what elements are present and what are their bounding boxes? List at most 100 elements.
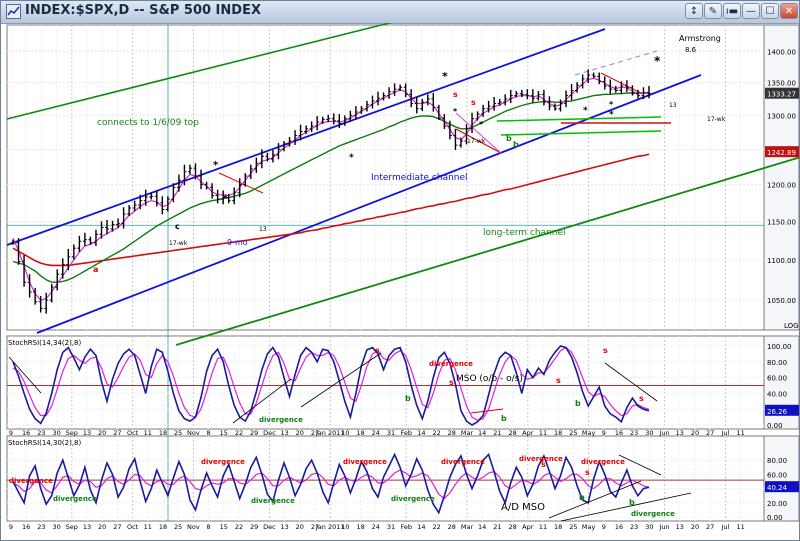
ma-value-label: 1242.89 bbox=[767, 149, 796, 157]
ad-mso-x-label: 18 bbox=[159, 523, 167, 531]
annotation-17wk-c: 17-wk bbox=[707, 116, 726, 123]
annotation-asterisk: * bbox=[479, 120, 484, 129]
annotation-asterisk: * bbox=[442, 70, 448, 83]
app-icon bbox=[6, 4, 21, 19]
ad-mso-x-label: 20 bbox=[98, 523, 106, 531]
annotation-intermediate-channel: Intermediate channel bbox=[371, 173, 468, 183]
annotation-long-term-channel: long-term channel bbox=[483, 228, 566, 238]
ad-mso-x-label: 10 bbox=[341, 523, 349, 531]
chart-canvas: 1400.001350.001300.001250.001200.001150.… bbox=[6, 23, 799, 531]
ad-mso-x-label: 31 bbox=[387, 523, 395, 531]
annotation-connects-to-top: connects to 1/6/09 top bbox=[97, 118, 199, 128]
annotation-s: s bbox=[585, 468, 590, 477]
annotation-asterisk: * bbox=[213, 160, 219, 171]
ad-mso-x-label: 23 bbox=[630, 523, 638, 531]
mso-x-label: Jan 2011 bbox=[315, 429, 345, 437]
price-bars bbox=[11, 69, 651, 314]
mso-x-label: 15 bbox=[220, 429, 228, 437]
annotation-b: b bbox=[506, 134, 512, 143]
mso-tick-label: 40.00 bbox=[767, 390, 787, 398]
close-button[interactable]: ✕ bbox=[780, 3, 798, 19]
annotation-divergence: divergence bbox=[581, 458, 625, 466]
ad-mso-x-label: 9 bbox=[9, 523, 13, 531]
mso-trendline bbox=[232, 378, 292, 424]
mso-panel bbox=[6, 335, 765, 430]
mso-x-label: 23 bbox=[37, 429, 45, 437]
ad-mso-x-label: 11 bbox=[144, 523, 152, 531]
mso-x-label: 27 bbox=[311, 429, 319, 437]
annotation-asterisk: * bbox=[609, 110, 614, 120]
ad-mso-x-label: Feb bbox=[400, 523, 412, 531]
ad-mso-x-label: Oct bbox=[127, 523, 139, 531]
mso-tick-label: 100.00 bbox=[767, 343, 792, 351]
ad-mso-x-label: 22 bbox=[432, 523, 440, 531]
mso-x-label: 18 bbox=[159, 429, 167, 437]
annotation-s: s bbox=[603, 346, 608, 355]
mso-x-label: 20 bbox=[98, 429, 106, 437]
ad-mso-title: StochRSI(14,30(2),8) bbox=[8, 439, 81, 447]
annotation-b: b bbox=[575, 399, 581, 408]
mso-x-label: 13 bbox=[83, 429, 91, 437]
mso-x-label: 11 bbox=[144, 429, 152, 437]
annotation-divergence: divergence bbox=[343, 458, 387, 466]
annotation-b: b bbox=[405, 394, 411, 403]
ad-mso-x-label: 25 bbox=[174, 523, 182, 531]
mso-x-label: 23 bbox=[630, 429, 638, 437]
price-panel bbox=[6, 24, 765, 331]
title-button-3[interactable]: ı▬ bbox=[723, 3, 741, 19]
ad-mso-x-label: 27 bbox=[706, 523, 714, 531]
maximize-button[interactable]: ☐ bbox=[761, 3, 779, 19]
mso-trendline bbox=[604, 362, 658, 402]
mso-x-label: Mar bbox=[461, 429, 474, 437]
ma-red-line bbox=[12, 153, 650, 267]
mso-x-label: 10 bbox=[341, 429, 349, 437]
wedge-line-1 bbox=[455, 128, 502, 154]
mso-x-label: Nov bbox=[187, 429, 200, 437]
ad-mso-x-label: 8 bbox=[207, 523, 211, 531]
annotation-divergence: divergence bbox=[251, 497, 295, 505]
ma-green-line bbox=[12, 92, 649, 283]
annotation-9-mo: 9-mo bbox=[227, 238, 248, 247]
annotation-s: s bbox=[471, 98, 476, 107]
mso-x-label: 14 bbox=[417, 429, 425, 437]
ad-mso-x-label: 9 bbox=[602, 523, 606, 531]
price-tick-label: 1350.00 bbox=[767, 80, 796, 88]
support-line-1 bbox=[496, 116, 662, 122]
ma-value-label-bg bbox=[765, 146, 799, 158]
ad-mso-x-label: 13 bbox=[676, 523, 684, 531]
mso-x-label: 30 bbox=[52, 429, 60, 437]
title-bar[interactable]: INDEX:$SPX,D -- S&P 500 INDEX ↕ ✎ ı▬ — ☐… bbox=[1, 1, 799, 24]
mso-x-label: May bbox=[582, 429, 596, 437]
ad-mso-x-label: 30 bbox=[645, 523, 653, 531]
ma-magenta-line bbox=[12, 77, 650, 301]
mso-main-line bbox=[12, 345, 650, 426]
annotation-divergence: divergence bbox=[391, 495, 435, 503]
annotation-ad-mso-label: A/D MSO bbox=[501, 502, 545, 513]
annotation-s: s bbox=[449, 378, 454, 387]
mso-x-label: 25 bbox=[569, 429, 577, 437]
ad-mso-x-label: 21 bbox=[493, 523, 501, 531]
annotation-13-b: 13 bbox=[669, 102, 677, 109]
ad-mso-signal-line bbox=[12, 469, 650, 500]
title-button-1[interactable]: ↕ bbox=[685, 3, 703, 19]
mso-x-label: Jul bbox=[720, 429, 729, 437]
title-button-2[interactable]: ✎ bbox=[704, 3, 722, 19]
annotation-asterisk: * bbox=[349, 153, 354, 163]
annotation-b: b bbox=[579, 493, 585, 502]
mso-value-label: 26.26 bbox=[767, 408, 788, 416]
annotation-b: b bbox=[513, 140, 519, 149]
annotation-asterisk: * bbox=[223, 194, 228, 204]
mso-x-label: 29 bbox=[250, 429, 258, 437]
window-title: INDEX:$SPX,D -- S&P 500 INDEX bbox=[25, 3, 261, 18]
mso-x-label: 22 bbox=[432, 429, 440, 437]
ad-mso-x-label: Dec bbox=[263, 523, 276, 531]
mso-x-label: 18 bbox=[356, 429, 364, 437]
minimize-button[interactable]: — bbox=[742, 3, 760, 19]
ad-mso-x-label: Nov bbox=[187, 523, 200, 531]
ad-mso-x-label: 13 bbox=[280, 523, 288, 531]
price-tick-label: 1150.00 bbox=[767, 218, 796, 226]
ad-mso-x-label: 23 bbox=[37, 523, 45, 531]
mso-x-label: 21 bbox=[493, 429, 501, 437]
ad-mso-value-label: 40.24 bbox=[767, 484, 788, 492]
